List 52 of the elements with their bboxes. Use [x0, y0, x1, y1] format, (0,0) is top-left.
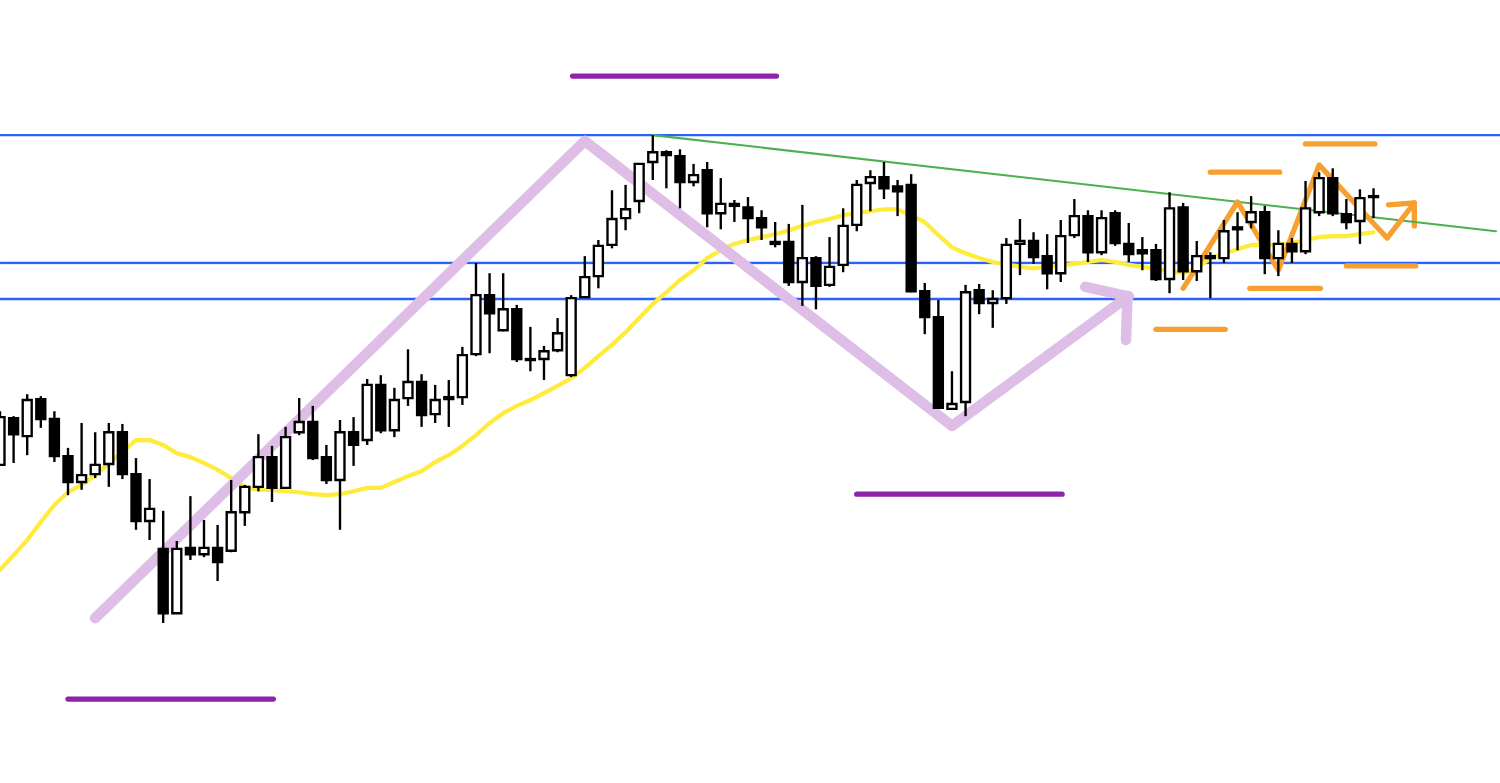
candlestick: [823, 235, 836, 289]
candlestick: [1204, 251, 1217, 300]
candlestick: [891, 178, 904, 218]
candlestick: [483, 272, 496, 355]
candlestick: [796, 203, 809, 308]
candlestick: [973, 282, 985, 316]
candlestick: [864, 169, 877, 213]
candlestick: [1027, 231, 1040, 266]
candlestick: [1354, 188, 1366, 246]
candlestick: [1286, 236, 1298, 265]
candlestick: [89, 431, 101, 480]
candlestick: [402, 348, 414, 408]
candlestick: [946, 370, 958, 411]
candlestick: [1245, 194, 1257, 230]
candlestick: [1068, 197, 1081, 240]
candlestick: [1123, 221, 1135, 264]
candlestick: [1231, 211, 1244, 252]
candlestick: [1367, 187, 1380, 220]
candlestick: [184, 494, 197, 562]
candlestick: [687, 162, 700, 188]
candlestick: [7, 414, 20, 465]
candlestick: [524, 325, 537, 373]
candlestick: [579, 254, 591, 300]
candlestick: [660, 149, 673, 190]
candlestick: [35, 394, 47, 430]
candlestick: [1041, 232, 1053, 291]
candlestick: [715, 176, 727, 231]
candlestick: [1272, 229, 1285, 278]
candlestick: [211, 523, 224, 583]
candlestick: [497, 272, 509, 333]
candlestick: [293, 396, 305, 437]
candlestick: [75, 421, 88, 491]
candlestick: [429, 383, 441, 425]
candlestick: [1340, 197, 1353, 231]
candlestick: [619, 183, 632, 232]
candlestick: [769, 220, 781, 249]
candlestick: [728, 198, 741, 224]
candlestick: [878, 160, 890, 201]
candlestick: [647, 133, 659, 182]
candlestick: [538, 344, 550, 382]
candlestick: [1136, 235, 1149, 272]
candlestick: [1191, 239, 1203, 283]
candlestick: [198, 518, 210, 559]
candlestick: [551, 316, 564, 354]
candlestick: [143, 477, 156, 542]
candlestick: [347, 415, 360, 468]
candlestick: [443, 378, 455, 429]
candlestick: [755, 209, 768, 242]
candlestick: [320, 443, 333, 486]
candlestick: [742, 195, 754, 245]
candlestick: [1014, 217, 1026, 277]
candlestick: [987, 289, 999, 330]
